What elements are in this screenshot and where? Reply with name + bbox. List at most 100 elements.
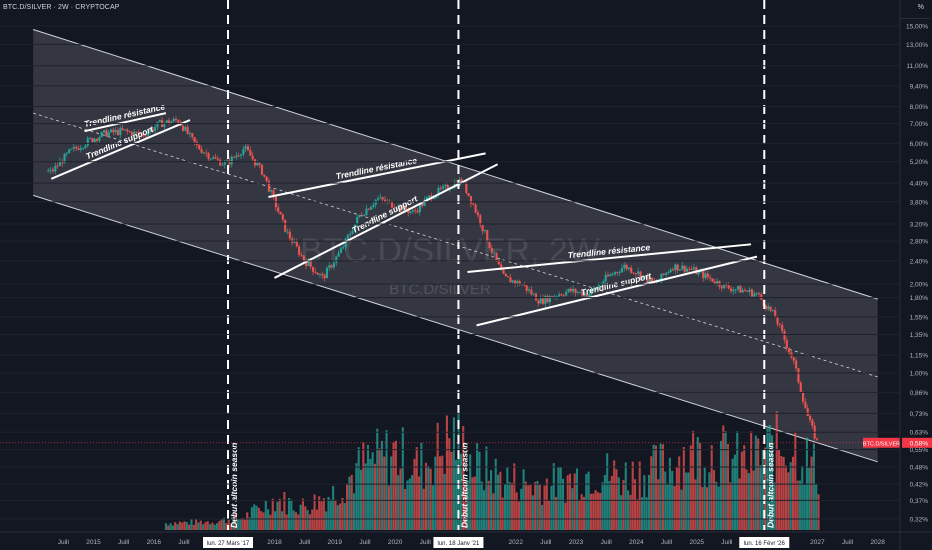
volume-bar — [620, 495, 623, 530]
trendline — [476, 255, 758, 327]
candle-body — [70, 148, 73, 150]
volume-bar — [787, 472, 790, 530]
candle-body — [100, 132, 103, 138]
volume-bar — [178, 521, 181, 530]
candle-body — [739, 286, 742, 293]
price-tick-label: 4,40% — [910, 181, 929, 188]
volume-bar — [322, 498, 325, 530]
candle-body — [479, 215, 482, 226]
candle-body — [811, 419, 814, 426]
candle-body — [743, 290, 747, 291]
candle-body — [307, 261, 310, 266]
candle-body — [49, 169, 52, 171]
candle-body — [551, 296, 554, 298]
volume-bar — [562, 478, 565, 530]
volume-bar — [603, 474, 606, 530]
volume-bar — [357, 447, 360, 530]
candle-body — [397, 205, 401, 209]
scale-unit-box[interactable] — [900, 0, 930, 19]
candle-body — [219, 159, 222, 166]
volume-bar — [754, 435, 757, 530]
volume-bar — [292, 510, 295, 530]
candle-body — [809, 416, 812, 420]
volume-bar — [550, 485, 553, 530]
scale-unit[interactable]: % — [917, 4, 924, 11]
volume-bar — [459, 453, 462, 530]
time-tick-label: Juill — [661, 539, 673, 546]
candle-body — [702, 271, 705, 279]
candle-body — [332, 262, 336, 268]
volume-bar — [524, 481, 527, 530]
candle-body — [207, 153, 210, 159]
price-tick-label: 6,00% — [910, 141, 929, 148]
candle-body — [504, 273, 507, 277]
volume-bar — [520, 488, 523, 530]
volume-bar — [650, 456, 653, 530]
candle-body — [379, 197, 382, 199]
candle-body — [648, 277, 651, 283]
candle-body — [746, 290, 749, 292]
price-axis[interactable]: 15,00% 13,00% 11,00% 9,40% 8,00% 7,00% 6,00% 5,… — [0, 24, 932, 524]
volume-bar — [418, 476, 421, 530]
volume-bar — [306, 510, 309, 530]
date-marker-tag — [433, 537, 484, 548]
price-tick-label: 8,00% — [910, 104, 929, 111]
candle-body — [490, 248, 493, 253]
volume-bar — [673, 485, 676, 530]
candle-body — [785, 339, 788, 349]
candle-body — [89, 138, 92, 139]
volume-bar — [810, 456, 813, 530]
candle-body — [437, 188, 440, 196]
candle-body — [198, 144, 201, 150]
candle-body — [205, 152, 208, 154]
volume-bar — [517, 501, 520, 530]
volume-bar — [192, 524, 195, 530]
candle-body — [212, 157, 215, 159]
volume-bar — [768, 424, 771, 530]
volume-bar — [501, 497, 504, 530]
candle-body — [606, 274, 610, 277]
volume-bar — [578, 500, 581, 530]
price-value-text: 0,58% — [910, 440, 929, 447]
volume-bar — [462, 425, 465, 530]
candle-body — [105, 130, 108, 137]
candle-body — [75, 146, 78, 149]
candle-body — [177, 120, 180, 123]
candle-body — [305, 260, 308, 266]
candle-body — [381, 197, 384, 200]
volume-bar — [492, 493, 495, 530]
candle-body — [521, 284, 524, 286]
price-tick-label: 13,00% — [906, 42, 928, 49]
candle-body — [760, 294, 763, 300]
volume-bar — [555, 496, 558, 530]
candle-body — [77, 148, 80, 150]
regression-channel — [33, 28, 878, 463]
candle-body — [270, 190, 273, 192]
volume-bar — [759, 465, 762, 530]
candle-body — [119, 128, 122, 135]
volume-bar — [745, 469, 748, 530]
volume-bar — [408, 478, 411, 530]
volume-bar — [615, 469, 618, 530]
time-tick-label: 2020 — [388, 539, 403, 546]
volume-bar — [478, 451, 481, 530]
candle-body — [363, 214, 366, 216]
candle-body — [674, 264, 677, 271]
volume-bar — [564, 502, 567, 530]
volume-bar — [548, 500, 551, 530]
candle-body — [500, 264, 503, 271]
channel-upper-line — [33, 28, 878, 300]
volume-bar — [255, 505, 258, 530]
volume-bar — [348, 476, 351, 530]
candle-body — [581, 291, 584, 296]
volume-bar — [301, 498, 305, 530]
candle-body — [532, 293, 535, 295]
volume-bar — [589, 493, 592, 530]
candle-body — [123, 129, 126, 131]
candle-body — [616, 272, 619, 273]
symbol-header[interactable]: BTC.D/SILVER · 2W · CRYPTOCAP — [3, 4, 120, 11]
volume-bar — [332, 485, 335, 530]
candle-body — [704, 273, 707, 279]
